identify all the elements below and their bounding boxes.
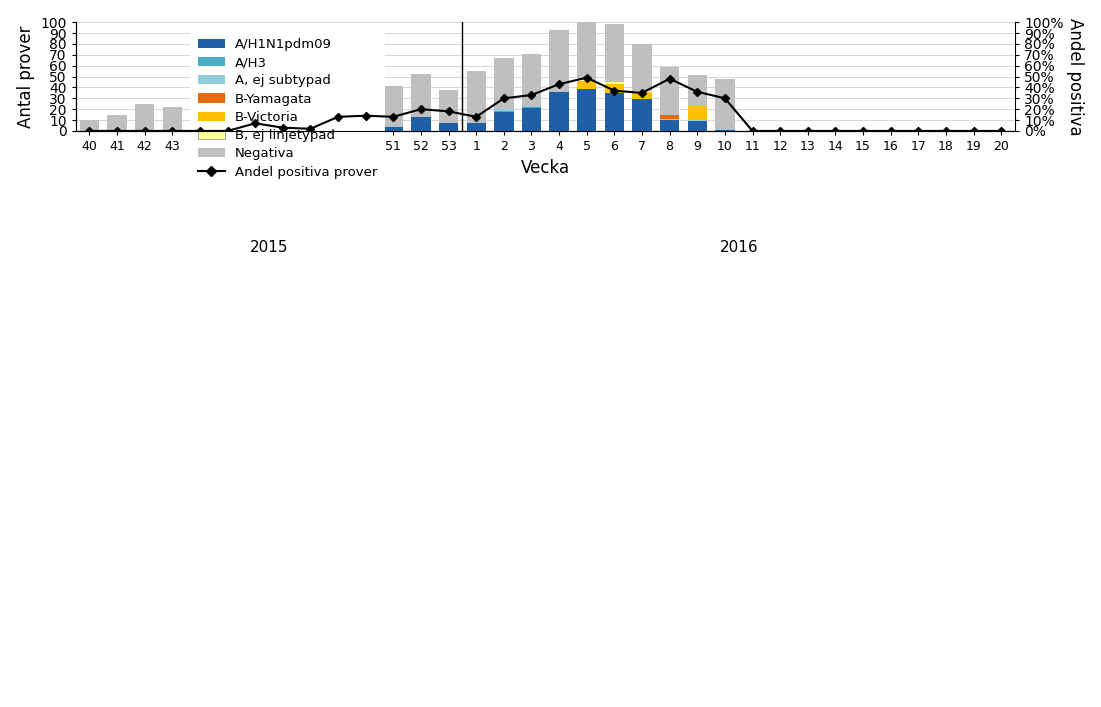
Bar xyxy=(688,120,707,121)
Bar xyxy=(604,82,624,84)
Bar xyxy=(577,80,597,81)
Bar xyxy=(494,58,513,109)
Bar xyxy=(604,93,624,131)
Bar xyxy=(549,92,569,131)
Bar xyxy=(218,105,237,131)
Bar xyxy=(439,123,458,131)
Bar xyxy=(549,30,569,92)
Bar xyxy=(659,120,679,131)
Bar xyxy=(522,108,542,131)
Bar xyxy=(328,126,348,127)
Y-axis label: Andel positiva: Andel positiva xyxy=(1067,18,1084,135)
Bar xyxy=(383,126,403,127)
Bar xyxy=(494,109,513,112)
Bar xyxy=(273,130,293,131)
Bar xyxy=(79,120,99,131)
Bar xyxy=(383,127,403,131)
Bar xyxy=(522,54,542,106)
Bar xyxy=(604,24,624,82)
Bar xyxy=(412,74,430,117)
Bar xyxy=(688,106,707,120)
Bar xyxy=(467,123,486,131)
Bar xyxy=(246,128,265,131)
Bar xyxy=(632,44,652,90)
Bar xyxy=(301,86,320,130)
Y-axis label: Antal prover: Antal prover xyxy=(17,25,34,128)
Bar xyxy=(163,107,182,131)
Bar xyxy=(577,22,597,80)
Bar xyxy=(467,71,486,123)
Bar xyxy=(135,104,154,131)
Bar xyxy=(716,78,734,129)
Text: 2015: 2015 xyxy=(250,240,288,255)
Bar xyxy=(328,86,348,126)
Bar xyxy=(659,119,679,120)
Bar xyxy=(604,84,624,93)
Bar xyxy=(412,117,430,131)
Bar xyxy=(356,124,375,126)
Bar xyxy=(301,130,320,131)
Bar xyxy=(328,127,348,131)
Bar xyxy=(632,92,652,100)
Bar xyxy=(716,129,734,130)
Bar xyxy=(577,81,597,88)
Bar xyxy=(659,66,679,115)
Bar xyxy=(383,86,403,126)
Bar xyxy=(246,84,265,128)
Bar xyxy=(522,106,542,107)
Bar xyxy=(356,126,375,127)
Bar xyxy=(577,88,597,131)
Bar xyxy=(108,115,127,131)
X-axis label: Vecka: Vecka xyxy=(521,158,570,177)
Bar xyxy=(688,76,707,106)
Bar xyxy=(688,121,707,131)
Bar xyxy=(356,86,375,124)
Bar xyxy=(356,127,375,131)
Bar xyxy=(522,107,542,108)
Bar xyxy=(494,112,513,131)
Bar xyxy=(632,100,652,131)
Bar xyxy=(716,130,734,131)
Bar xyxy=(632,90,652,92)
Bar xyxy=(273,88,293,130)
Legend: A/H1N1pdm09, A/H3, A, ej subtypad, B-Yamagata, B-Victoria, B, ej linjetypad, Neg: A/H1N1pdm09, A/H3, A, ej subtypad, B-Yam… xyxy=(190,30,385,187)
Bar xyxy=(439,90,458,123)
Bar xyxy=(190,107,209,131)
Bar xyxy=(659,115,679,119)
Text: 2016: 2016 xyxy=(719,240,757,255)
